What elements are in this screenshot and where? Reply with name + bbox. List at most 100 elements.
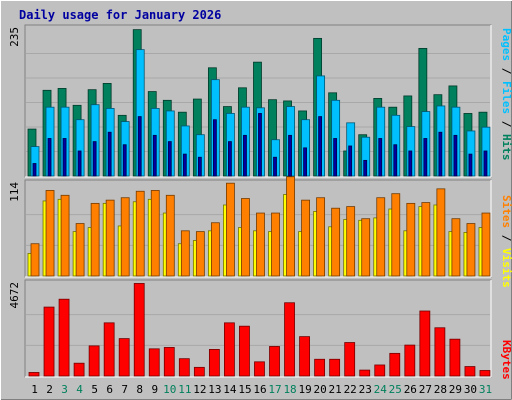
chart-title: Daily usage for January 2026: [19, 8, 221, 22]
y-max-label: 235: [8, 27, 21, 47]
day-label-9: 9: [151, 383, 158, 396]
bar-kbytes-day-15: [239, 325, 250, 377]
legend-segment: Pages: [500, 28, 512, 61]
bar-kbytes-day-2: [43, 306, 55, 377]
bar-pages-day-13: [212, 119, 217, 177]
legend-segment: Sites: [500, 195, 512, 228]
bar-sites-day-27: [421, 202, 431, 277]
bar-pages-day-31: [483, 150, 488, 177]
bar-kbytes-day-31: [479, 370, 491, 377]
day-label-2: 2: [46, 383, 53, 396]
bar-pages-day-2: [47, 138, 52, 177]
bar-sites-day-5: [90, 202, 100, 277]
bar-sites-day-12: [195, 231, 205, 277]
chart-panels: 235 Pages / Files / Hits 114 Sites / Visits…: [8, 24, 512, 380]
bar-kbytes-day-25: [389, 352, 401, 377]
day-label-21: 21: [329, 383, 342, 396]
day-label-28: 28: [434, 383, 447, 396]
bar-pages-day-8: [137, 116, 142, 177]
bar-kbytes-day-20: [314, 358, 326, 377]
bar-pages-day-5: [92, 141, 97, 177]
day-label-18: 18: [283, 383, 296, 396]
day-label-25: 25: [389, 383, 402, 396]
bar-sites-day-30: [466, 223, 476, 277]
day-label-10: 10: [163, 383, 176, 396]
bar-sites-day-13: [210, 222, 220, 277]
bar-sites-day-31: [481, 212, 491, 277]
bar-pages-day-12: [197, 156, 202, 177]
bar-pages-day-14: [228, 141, 232, 177]
legend-segment: /: [500, 228, 512, 248]
panel-visits-sites: 114 Sites / Visits: [8, 176, 512, 288]
bar-pages-day-22: [348, 145, 353, 177]
bar-pages-day-18: [288, 134, 292, 177]
bar-sites-day-4: [75, 223, 85, 277]
day-label-16: 16: [253, 383, 266, 396]
bar-kbytes-day-26: [404, 344, 416, 377]
bar-sites-day-19: [301, 199, 310, 277]
day-label-31: 31: [479, 383, 492, 396]
bar-sites-day-2: [45, 190, 55, 277]
day-label-12: 12: [193, 383, 206, 396]
bar-sites-day-18: [286, 176, 295, 277]
day-label-7: 7: [121, 383, 128, 396]
day-label-29: 29: [449, 383, 462, 396]
panel-hits-files-pages: 235 Pages / Files / Hits: [8, 24, 512, 178]
bar-kbytes-day-22: [344, 342, 356, 377]
legend-segment: Files: [500, 81, 512, 114]
bar-pages-day-11: [182, 153, 187, 177]
bar-kbytes-day-13: [208, 349, 220, 377]
day-label-27: 27: [419, 383, 432, 396]
bar-sites-day-16: [256, 212, 265, 277]
bar-kbytes-day-30: [464, 366, 476, 377]
day-label-6: 6: [106, 383, 113, 396]
series-legend: KBytes: [500, 340, 512, 380]
bar-sites-day-28: [436, 188, 446, 277]
bar-kbytes-day-16: [254, 361, 265, 377]
bar-sites-day-1: [30, 243, 40, 277]
bar-kbytes-day-28: [434, 327, 446, 377]
bar-sites-day-23: [361, 218, 371, 277]
bar-pages-day-16: [258, 113, 262, 177]
bar-pages-day-21: [333, 138, 338, 177]
series-legend: Pages / Files / Hits: [500, 28, 512, 161]
day-label-19: 19: [298, 383, 311, 396]
bar-pages-day-7: [122, 144, 127, 177]
day-label-24: 24: [374, 383, 388, 396]
bar-kbytes-day-21: [329, 358, 341, 377]
bar-kbytes-day-3: [58, 298, 70, 377]
bar-pages-day-1: [32, 163, 37, 177]
bar-sites-day-7: [120, 197, 130, 277]
bar-kbytes-day-23: [359, 369, 371, 377]
bar-pages-day-28: [438, 131, 443, 177]
bar-pages-day-10: [167, 141, 172, 177]
bar-kbytes-day-9: [148, 348, 160, 377]
legend-segment: KBytes: [500, 340, 512, 380]
bar-pages-day-24: [378, 138, 383, 177]
legend-segment: /: [500, 61, 512, 81]
panel-kbytes: 4672 KBytes: [8, 279, 512, 380]
bar-sites-day-10: [165, 194, 175, 277]
day-label-13: 13: [208, 383, 221, 396]
bar-kbytes-day-17: [269, 346, 280, 377]
y-max-label: 114: [8, 182, 21, 202]
legend-segment: Hits: [500, 134, 512, 161]
day-label-30: 30: [464, 383, 477, 396]
bar-sites-day-21: [331, 207, 341, 277]
day-label-4: 4: [76, 383, 83, 396]
bar-kbytes-day-5: [88, 345, 100, 377]
bar-kbytes-day-19: [299, 336, 310, 377]
bar-kbytes-day-11: [178, 358, 190, 377]
day-label-17: 17: [268, 383, 281, 396]
bar-sites-day-20: [316, 197, 326, 277]
bar-sites-day-26: [406, 202, 416, 277]
bar-sites-day-24: [376, 197, 386, 277]
bar-sites-day-25: [391, 193, 401, 277]
day-label-3: 3: [61, 383, 68, 396]
bar-sites-day-22: [346, 206, 356, 277]
y-max-label: 4672: [8, 282, 21, 309]
day-label-14: 14: [223, 383, 237, 396]
bar-pages-day-19: [303, 147, 307, 177]
